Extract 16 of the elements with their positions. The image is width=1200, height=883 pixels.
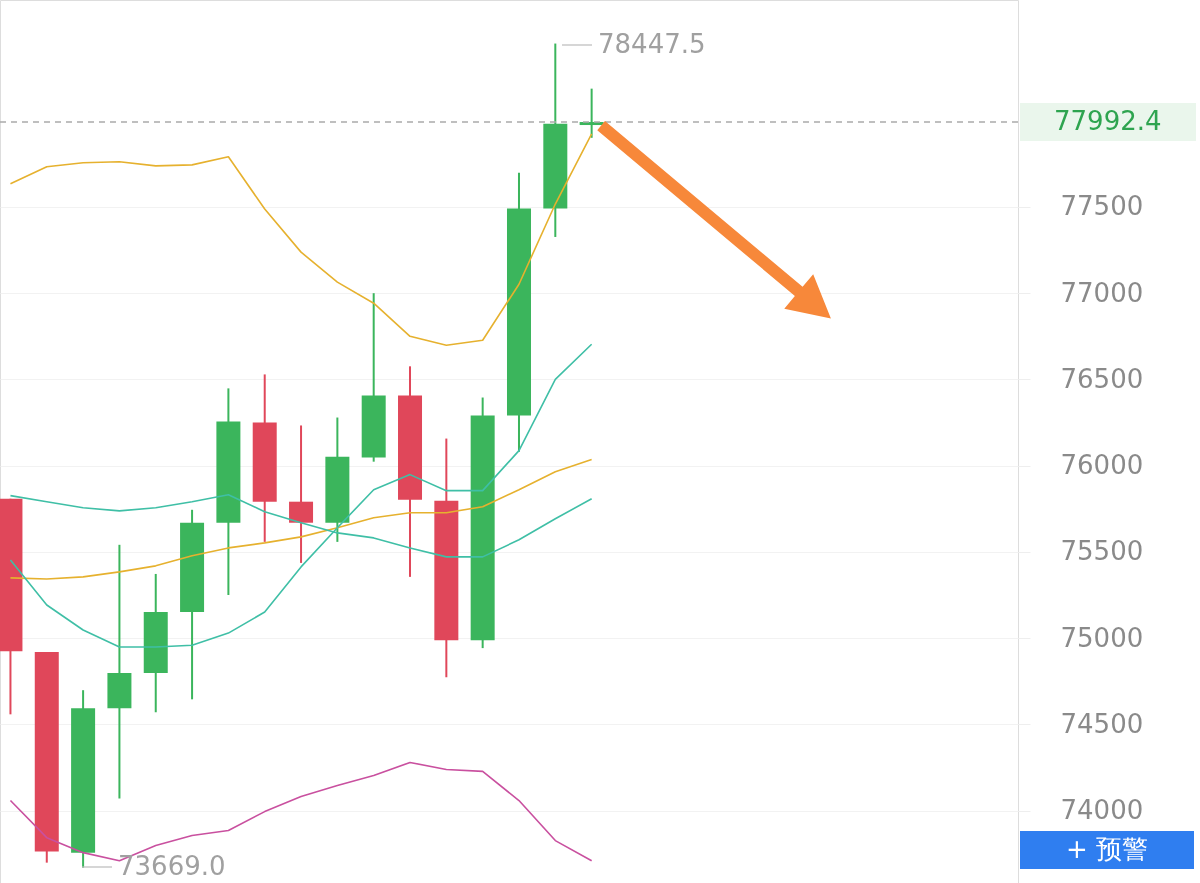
annotation: 73669.0	[118, 851, 226, 881]
text: + 预警	[1065, 834, 1149, 864]
annotation: 78447.5	[598, 29, 706, 59]
candlestick	[289, 424, 314, 564]
ref-line-label: 77992.4	[1054, 106, 1162, 137]
y-tick-label: 77000	[1060, 277, 1144, 308]
y-tick-label: 76000	[1060, 450, 1144, 481]
y-tick-label: 75000	[1060, 622, 1144, 653]
y-tick-label: 74500	[1060, 708, 1144, 739]
line-series	[9, 458, 593, 580]
y-tick-label: 74000	[1060, 795, 1144, 826]
y-tick-label: 75500	[1060, 536, 1144, 567]
y-tick-label: 76500	[1060, 363, 1144, 394]
y-tick-label: 77500	[1060, 191, 1144, 222]
line-series	[9, 133, 593, 347]
line-series	[9, 343, 593, 648]
